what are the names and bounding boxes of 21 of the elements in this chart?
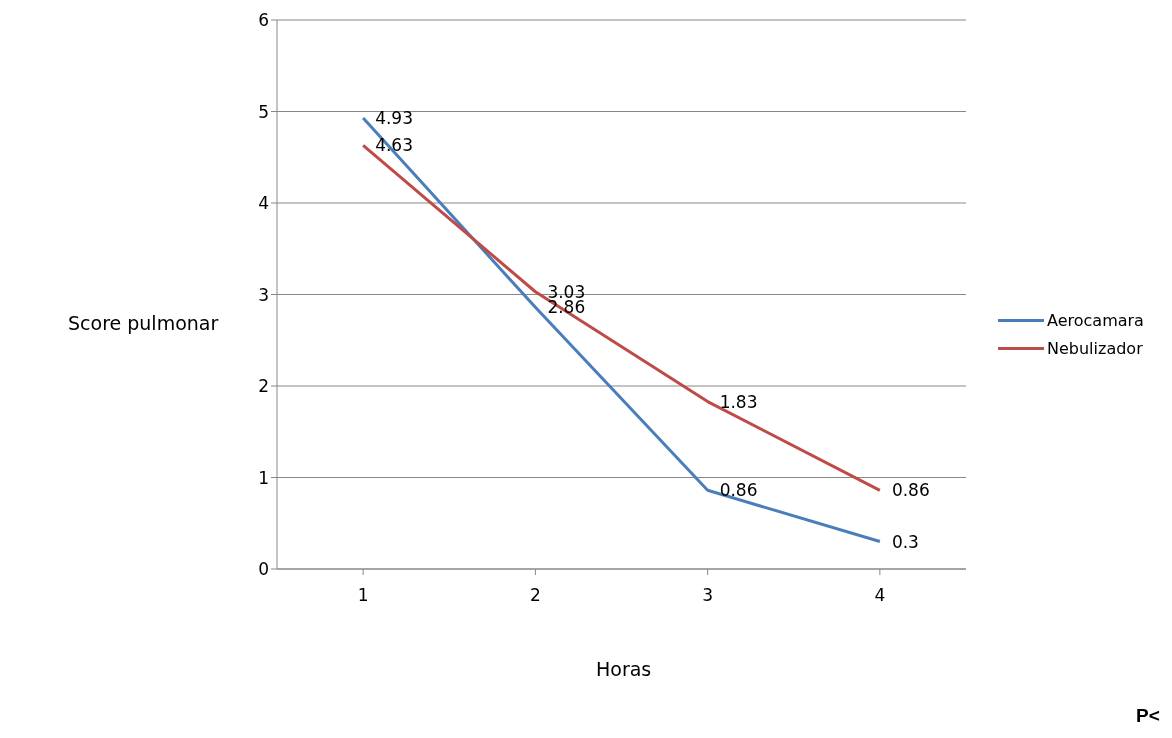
- x-tick-label: 1: [357, 585, 369, 606]
- y-tick-label: 3: [258, 284, 269, 305]
- legend-label: Aerocamara: [1047, 310, 1144, 330]
- y-tick-label: 0: [258, 559, 269, 580]
- data-label: 1.83: [719, 391, 758, 412]
- x-axis-title: Horas: [596, 658, 652, 680]
- y-tick-label: 6: [258, 10, 269, 31]
- legend-label: Nebulizador: [1047, 338, 1143, 358]
- data-label: 0.86: [891, 480, 930, 501]
- x-tick-label: 3: [702, 585, 714, 606]
- data-label: 0.3: [891, 531, 919, 552]
- y-tick-label: 5: [258, 101, 269, 122]
- y-tick-label: 2: [258, 376, 269, 397]
- y-tick-label: 4: [258, 193, 269, 214]
- data-label: 0.86: [719, 480, 758, 501]
- text: P<: [1136, 705, 1160, 727]
- x-tick-label: 2: [529, 585, 541, 606]
- data-label: 4.93: [375, 107, 413, 128]
- y-axis-title: Score pulmonar: [68, 312, 219, 334]
- x-tick-label: 4: [874, 585, 886, 606]
- y-tick-label: 1: [258, 467, 269, 488]
